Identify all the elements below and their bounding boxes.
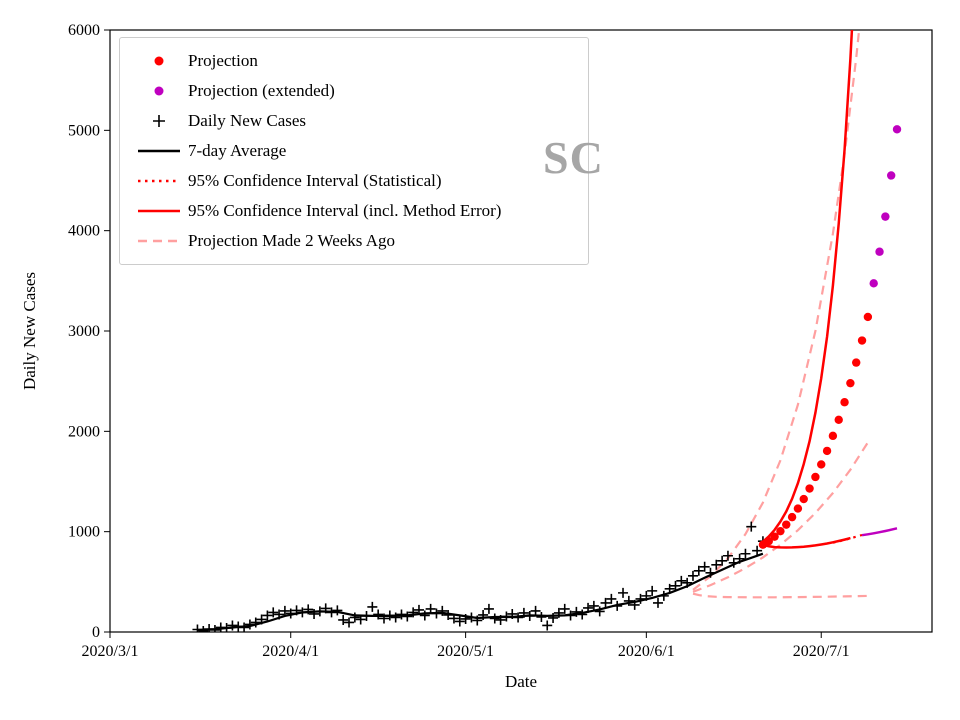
x-tick-label: 2020/3/1: [82, 643, 139, 660]
legend-item: Projection (extended): [130, 76, 588, 106]
y-tick-label: 3000: [68, 323, 100, 340]
legend-item: Daily New Cases: [130, 106, 588, 136]
legend-label: Projection: [188, 51, 258, 70]
watermark: SC: [543, 132, 604, 183]
y-tick-label: 0: [92, 624, 100, 641]
legend-marker-dot-icon: [130, 81, 188, 101]
x-tick-label: 2020/5/1: [437, 643, 494, 660]
series-old-projection-upper-ci: [692, 30, 861, 591]
legend-label: Projection Made 2 Weeks Ago: [188, 231, 396, 250]
y-tick-label: 6000: [68, 22, 100, 39]
legend-label: 95% Confidence Interval (Statistical): [188, 171, 442, 190]
legend-item: 7-day Average: [130, 136, 588, 166]
legend-marker-dot-icon: [130, 51, 188, 71]
series-projection: [758, 312, 873, 549]
series-old-projection: [692, 441, 869, 593]
y-tick-label: 4000: [68, 223, 100, 240]
legend-marker-line-dashed-icon: [130, 231, 188, 251]
series-old-projection-lower-ci: [692, 592, 868, 599]
legend-item: 95% Confidence Interval (Statistical): [130, 166, 588, 196]
x-tick-label: 2020/7/1: [793, 643, 850, 660]
legend-item: Projection Made 2 Weeks Ago: [130, 226, 588, 256]
series-layer: [192, 30, 902, 632]
series-ci-stat-lower: [832, 533, 863, 544]
y-axis-label: Daily New Cases: [20, 271, 39, 391]
legend-marker-line-dotted-icon: [130, 171, 188, 191]
x-tick-label: 2020/4/1: [262, 643, 319, 660]
legend-marker-line-solid-icon: [130, 201, 188, 221]
legend-marker-plus-icon: [130, 111, 188, 131]
legend-label: 7-day Average: [188, 141, 287, 160]
series-projection-extended: [869, 125, 902, 288]
x-tick-label: 2020/6/1: [618, 643, 675, 660]
legend: Projection Projection (extended) Daily New…: [119, 37, 589, 265]
x-axis-label: Date: [504, 672, 538, 691]
y-tick-label: 5000: [68, 122, 100, 139]
series-ci-lower-extended: [861, 527, 898, 537]
series-seven-day-average: [197, 552, 764, 632]
series-daily-new-cases: [192, 521, 768, 632]
y-tick-label: 1000: [68, 524, 100, 541]
legend-label: 95% Confidence Interval (incl. Method Er…: [188, 201, 502, 220]
legend-item: Projection: [130, 46, 588, 76]
series-ci-method-upper: [762, 30, 854, 543]
legend-label: Projection (extended): [188, 81, 335, 100]
series-ci-method-lower: [762, 536, 851, 549]
legend-label: Daily New Cases: [188, 111, 307, 130]
y-tick-label: 2000: [68, 423, 100, 440]
legend-marker-line-solid-icon: [130, 141, 188, 161]
legend-item: 95% Confidence Interval (incl. Method Er…: [130, 196, 588, 226]
